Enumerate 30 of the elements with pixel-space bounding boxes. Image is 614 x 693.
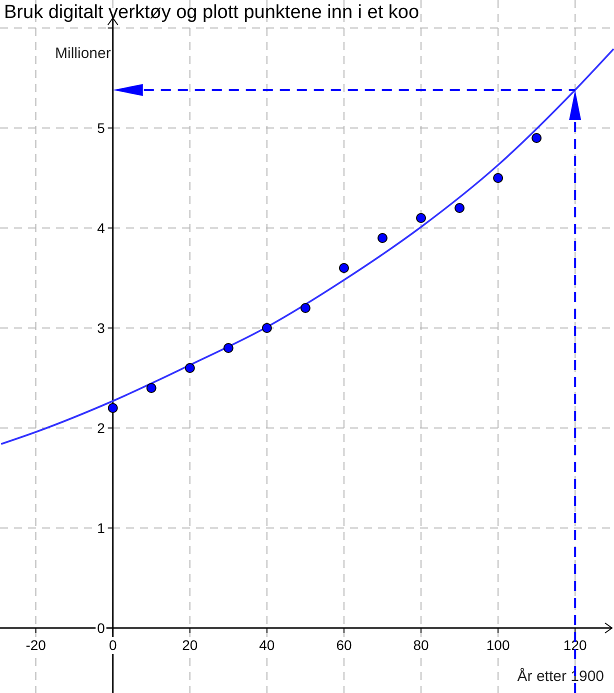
point <box>338 263 349 273</box>
point <box>378 233 388 243</box>
x-tick-label: 60 <box>336 637 352 653</box>
point <box>454 203 465 213</box>
x-axis-title: År etter 1900 <box>517 667 604 685</box>
line-series <box>0 48 614 445</box>
x-tick-label: 40 <box>259 637 275 653</box>
x-tick-label: 0 <box>108 637 117 653</box>
point <box>300 303 310 313</box>
point <box>223 343 234 353</box>
y-tick-label: 3 <box>97 320 106 336</box>
x-tick-label: 80 <box>413 637 430 653</box>
point <box>146 383 156 393</box>
x-tick-label: 120 <box>563 637 587 653</box>
point <box>262 323 272 333</box>
y-tick-label: 2 <box>97 420 106 436</box>
point <box>108 403 118 413</box>
y-axis-title: Millioner <box>55 45 111 62</box>
y-tick-label: 1 <box>97 520 106 536</box>
y-tick-label: 5 <box>97 120 106 136</box>
x-tick-label: -20 <box>26 637 46 653</box>
chart-title: Bruk digitalt verktøy og plott punktene inn i et koo <box>4 2 420 23</box>
point <box>416 213 426 223</box>
y-tick-label: 4 <box>97 220 106 236</box>
x-tick-label: 100 <box>486 637 510 653</box>
x-tick-label: 20 <box>182 637 198 653</box>
point <box>184 363 195 373</box>
point <box>493 173 504 183</box>
y-tick-label: 0 <box>97 620 106 636</box>
point <box>532 133 542 143</box>
